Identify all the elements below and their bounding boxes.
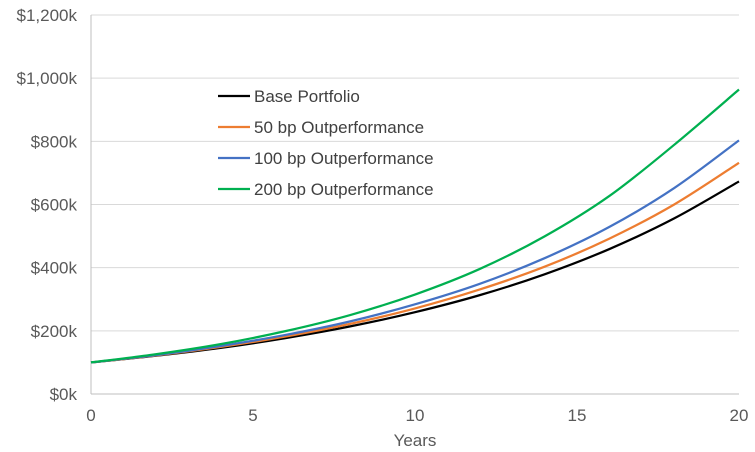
y-tick-label: $1,000k [17, 69, 78, 88]
y-tick-label: $1,200k [17, 6, 78, 25]
x-tick-label: 10 [406, 406, 425, 425]
series-line-4 [90, 88, 740, 364]
x-tick-label: 20 [730, 406, 749, 425]
y-tick-label: $800k [31, 132, 78, 151]
legend-label: 100 bp Outperformance [254, 149, 434, 168]
legend-label: 50 bp Outperformance [254, 118, 424, 137]
axes: $0k $200k $400k $600k $800k $1,000k $1,200k 0 5 1… [17, 6, 749, 425]
y-tick-label: $0k [50, 385, 78, 404]
y-tick-label: $400k [31, 259, 78, 278]
legend: Base Portfolio 50 bp Outperformance 100 bp… [218, 87, 434, 199]
x-axis-title: Years [394, 431, 437, 450]
y-tick-label: $200k [31, 322, 78, 341]
y-tick-label: $600k [31, 196, 78, 215]
series-line-3 [90, 139, 740, 364]
legend-label: 200 bp Outperformance [254, 180, 434, 199]
legend-label: Base Portfolio [254, 87, 360, 106]
x-tick-label: 5 [248, 406, 257, 425]
gridlines [91, 14, 739, 332]
x-tick-label: 0 [86, 406, 95, 425]
x-tick-label: 15 [568, 406, 587, 425]
series-lines [90, 88, 740, 364]
